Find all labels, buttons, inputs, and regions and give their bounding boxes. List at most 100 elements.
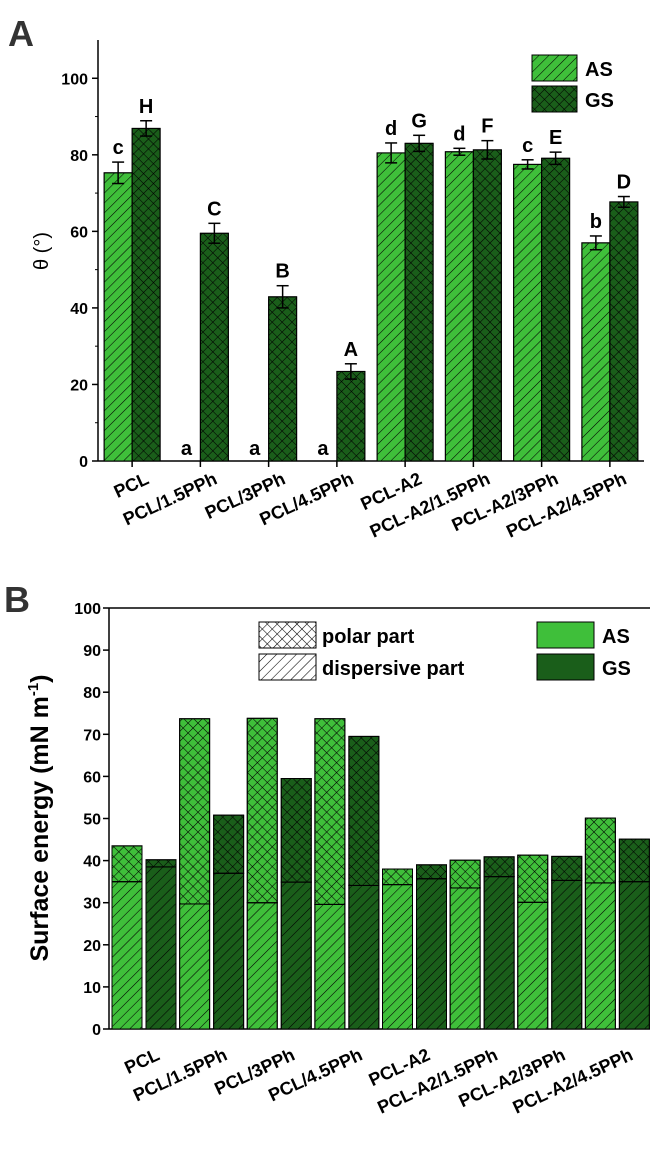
bar-hatch-gs	[336, 370, 366, 462]
significance-label: c	[113, 137, 124, 159]
significance-label: C	[207, 198, 221, 220]
significance-label: a	[249, 438, 261, 460]
y-tick-label: 40	[83, 854, 101, 871]
bar-polar-hatch-as	[382, 868, 413, 886]
bar-polar-hatch-as	[179, 718, 211, 905]
legend-as-color-swatch	[536, 621, 595, 649]
bar-polar-hatch-gs	[551, 855, 583, 881]
legend-gs-swatch-hatch	[531, 85, 578, 113]
bar-dispersive-hatch-gs	[348, 884, 380, 1030]
bar-polar-hatch-as	[449, 859, 481, 889]
legend-dispersive-label: dispersive part	[322, 658, 465, 680]
y-tick-label: 40	[70, 301, 88, 318]
significance-label: H	[139, 96, 153, 118]
y-tick-label: 100	[61, 71, 88, 88]
y-tick-label: 20	[83, 938, 101, 955]
bar-dispersive-hatch-as	[584, 882, 616, 1030]
bar-dispersive-hatch-gs	[145, 866, 177, 1030]
legend-gs-color-label: GS	[602, 658, 631, 680]
y-axis-title-close: )	[26, 674, 54, 682]
y-tick-label: 0	[92, 1022, 101, 1039]
bar-polar-hatch-gs	[618, 838, 650, 883]
panel-a-y-axis-title: θ (°)	[31, 232, 53, 270]
significance-label: a	[317, 438, 329, 460]
panel-b-bars	[111, 717, 650, 1030]
panel-b-legend: polar part dispersive part AS GS	[258, 621, 631, 681]
significance-label: a	[181, 438, 193, 460]
bar-polar-hatch-gs	[145, 859, 177, 868]
x-tick-label: PCL	[111, 468, 152, 501]
y-tick-label: 80	[70, 148, 88, 165]
bar-dispersive-hatch-as	[382, 884, 413, 1030]
significance-label: F	[481, 116, 493, 138]
bar-dispersive-hatch-as	[111, 881, 143, 1030]
bar-polar-hatch-gs	[348, 735, 380, 886]
y-tick-label: 80	[83, 685, 101, 702]
bar-hatch-gs	[541, 157, 571, 462]
bar-hatch-as	[581, 242, 611, 462]
bar-hatch-as	[444, 151, 474, 462]
y-tick-label: 60	[83, 769, 101, 786]
bar-polar-hatch-as	[517, 854, 549, 903]
y-tick-label: 50	[83, 812, 101, 829]
panel-b: B 0102030405060708090100PCLPCL/1.5PPhPCL…	[4, 579, 650, 1118]
bar-dispersive-hatch-gs	[213, 872, 245, 1030]
bar-dispersive-hatch-as	[449, 887, 481, 1030]
y-tick-label: 0	[79, 454, 88, 471]
significance-label: A	[344, 339, 358, 361]
bar-polar-hatch-as	[314, 718, 346, 905]
y-tick-label: 70	[83, 727, 101, 744]
bar-dispersive-hatch-gs	[416, 878, 447, 1030]
legend-polar-swatch-hatch	[258, 621, 317, 649]
y-axis-title-main: Surface energy (mN m	[26, 696, 54, 961]
bar-dispersive-hatch-as	[179, 903, 211, 1030]
bar-hatch-as	[376, 152, 406, 462]
panel-b-y-axis-title: Surface energy (mN m-1)	[25, 674, 54, 961]
bar-hatch-gs	[472, 149, 502, 462]
y-axis-title-sup: -1	[25, 683, 42, 696]
bar-hatch-gs	[609, 201, 639, 462]
significance-label: c	[522, 135, 533, 157]
x-tick-label: PCL-A2/4.5PPh	[503, 468, 629, 541]
legend-as-color-label: AS	[602, 626, 630, 648]
legend-dispersive-swatch-hatch	[258, 653, 317, 681]
bar-dispersive-hatch-as	[517, 901, 549, 1030]
significance-label: d	[385, 118, 397, 140]
significance-label: E	[549, 127, 562, 149]
bar-polar-hatch-as	[584, 817, 616, 884]
y-tick-label: 60	[70, 224, 88, 241]
significance-label: B	[275, 261, 289, 283]
legend-gs-label: GS	[585, 90, 614, 112]
bar-dispersive-hatch-as	[314, 903, 346, 1030]
y-tick-label: 100	[74, 601, 101, 618]
bar-dispersive-hatch-gs	[483, 876, 515, 1030]
y-tick-label: 20	[70, 377, 88, 394]
y-tick-label: 90	[83, 643, 101, 660]
y-tick-label: 30	[83, 896, 101, 913]
bar-dispersive-hatch-gs	[551, 879, 583, 1030]
bar-hatch-gs	[199, 232, 229, 462]
significance-label: G	[411, 110, 427, 132]
bar-polar-hatch-as	[246, 717, 278, 904]
panel-a-legend: AS GS	[531, 54, 614, 113]
panel-a-label: A	[8, 13, 34, 54]
legend-gs-color-swatch	[536, 653, 595, 681]
bar-hatch-gs	[268, 296, 298, 462]
panel-b-label: B	[4, 579, 30, 620]
bar-hatch-gs	[131, 127, 161, 462]
significance-label: b	[590, 211, 602, 233]
legend-as-label: AS	[585, 59, 613, 81]
bar-polar-hatch-gs	[483, 856, 515, 878]
bar-hatch-as	[103, 172, 133, 462]
significance-label: d	[453, 123, 465, 145]
significance-label: D	[617, 172, 631, 194]
bar-dispersive-hatch-gs	[280, 881, 312, 1030]
bar-dispersive-hatch-as	[246, 902, 278, 1030]
bar-hatch-as	[513, 163, 543, 462]
bar-dispersive-hatch-gs	[618, 881, 650, 1030]
x-tick-label: PCL	[121, 1044, 162, 1077]
bar-polar-hatch-as	[111, 845, 143, 883]
